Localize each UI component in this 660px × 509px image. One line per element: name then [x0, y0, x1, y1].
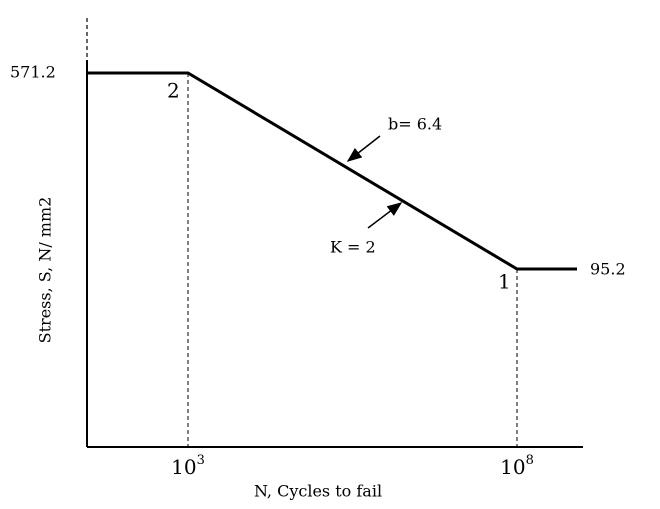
stress-label: 571.2: [10, 63, 56, 82]
annotation: b= 6.4: [388, 115, 442, 134]
tick-exponent: 3: [197, 453, 205, 468]
tick-base: 10: [171, 455, 196, 479]
x-tick-label: 108: [500, 453, 534, 479]
stress-label: 95.2: [590, 260, 626, 279]
point-label: 2: [167, 79, 180, 103]
x-tick-label: 103: [171, 453, 205, 479]
tick-base: 10: [500, 455, 525, 479]
point-label: 1: [498, 270, 511, 294]
sn-curve: [87, 71, 577, 271]
arrow: [346, 135, 381, 162]
tick-exponent: 8: [526, 453, 534, 468]
arrow: [367, 202, 403, 229]
y-axis-label: Stress, S, N/ mm2: [36, 197, 55, 344]
annotation: K = 2: [330, 238, 376, 257]
x-axis-label: N, Cycles to fail: [254, 482, 382, 501]
